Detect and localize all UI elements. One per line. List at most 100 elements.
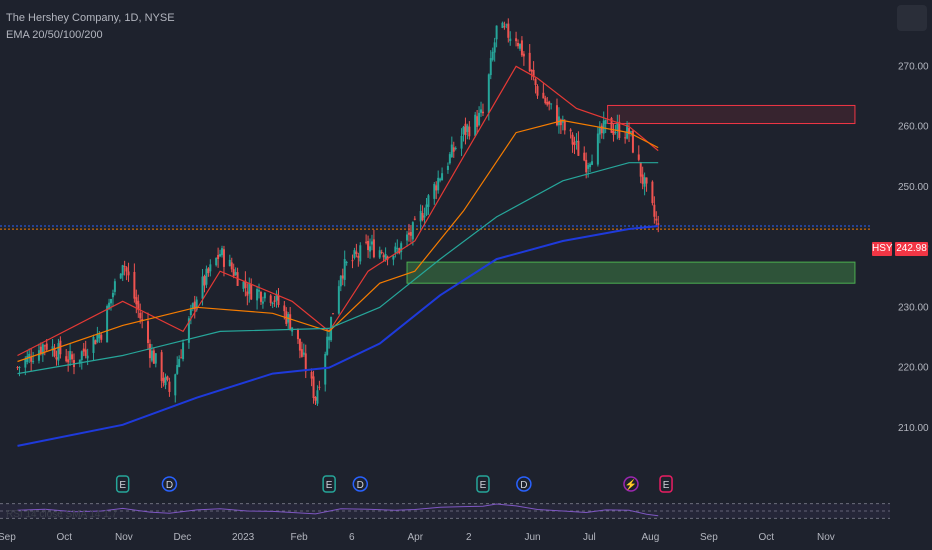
- time-tick-label: Nov: [817, 532, 835, 543]
- candle-body: [92, 336, 95, 353]
- candle-body: [493, 42, 496, 53]
- candle: [557, 107, 560, 134]
- candle: [182, 339, 185, 362]
- candles-layer: [16, 18, 660, 406]
- candle-body: [43, 345, 46, 347]
- candle-body: [651, 181, 654, 204]
- event-marker-label: E: [119, 480, 126, 491]
- candle: [569, 128, 572, 139]
- time-axis: Sep Oct Nov Dec 2023 Feb 6 Apr 2 Jun Jul Aug Sep Oct N…: [0, 532, 835, 543]
- candle-body: [641, 174, 644, 184]
- candle: [544, 95, 547, 105]
- candle-body: [166, 376, 169, 380]
- candle: [154, 352, 157, 368]
- candle: [433, 182, 436, 205]
- candle-body: [548, 101, 551, 105]
- candle: [283, 301, 286, 320]
- ema-line: [17, 225, 659, 447]
- candle-body: [600, 125, 603, 134]
- candle-body: [577, 140, 580, 156]
- candle-body: [480, 109, 483, 113]
- candle-body: [139, 312, 142, 319]
- candle-body: [503, 26, 506, 28]
- candle: [174, 373, 177, 403]
- event-marker-earnings: E: [115, 475, 130, 493]
- candle: [517, 39, 520, 49]
- candle: [380, 249, 383, 255]
- ema-line: [17, 162, 659, 375]
- candle-body: [378, 250, 381, 258]
- time-tick-label: Dec: [174, 532, 192, 543]
- candle: [135, 289, 138, 314]
- candle: [520, 36, 523, 58]
- candle: [450, 136, 453, 158]
- candle-body: [84, 349, 87, 356]
- candle: [468, 121, 471, 140]
- time-tick-label: Sep: [700, 532, 718, 543]
- candle-body: [462, 126, 465, 135]
- candle: [166, 375, 169, 382]
- candle-body: [557, 116, 560, 126]
- candle-body: [655, 218, 658, 221]
- candle: [271, 301, 274, 309]
- candle-body: [28, 353, 31, 359]
- candle: [209, 259, 212, 277]
- candle: [478, 106, 481, 127]
- chart-legend: The Hershey Company, 1D, NYSE EMA 20/50/…: [6, 10, 175, 44]
- candle-body: [464, 123, 467, 136]
- candle-body: [277, 295, 280, 305]
- candle: [351, 254, 354, 269]
- candle: [228, 254, 231, 267]
- candle-body: [411, 222, 414, 240]
- candle: [604, 119, 607, 134]
- candle-body: [468, 126, 471, 137]
- candle-body: [487, 74, 490, 113]
- candle: [82, 342, 85, 357]
- candle: [148, 339, 151, 368]
- candle: [217, 247, 220, 268]
- candle: [369, 238, 372, 259]
- candle: [250, 278, 253, 301]
- candle-body: [618, 121, 621, 138]
- candle-body: [57, 343, 60, 361]
- candle: [248, 277, 251, 303]
- candle-body: [67, 359, 70, 363]
- candle: [598, 121, 601, 144]
- candle-body: [82, 348, 85, 352]
- candle-body: [261, 301, 264, 304]
- candle-body: [515, 38, 518, 42]
- candle-body: [86, 355, 89, 359]
- candle-body: [195, 299, 198, 311]
- candle-body: [94, 340, 97, 345]
- event-marker-label: D: [520, 480, 527, 491]
- candle-body: [248, 282, 251, 294]
- candle: [427, 193, 430, 215]
- candle-body: [300, 349, 303, 357]
- price-tick-label: 260.00: [898, 122, 929, 133]
- candle: [639, 161, 642, 184]
- candle-body: [569, 129, 572, 132]
- event-marker-earnings: E: [322, 475, 336, 493]
- candle: [645, 177, 648, 192]
- candle-body: [234, 272, 237, 275]
- candle-body: [45, 343, 48, 350]
- event-marker-label: E: [663, 480, 670, 491]
- candle-body: [302, 352, 305, 355]
- candle-body: [123, 266, 126, 268]
- candle: [345, 260, 348, 266]
- candle-body: [51, 346, 54, 351]
- candle-body: [355, 251, 358, 255]
- candle: [337, 280, 340, 315]
- candle: [448, 152, 451, 165]
- candle: [583, 146, 586, 162]
- rsi-line: [17, 503, 659, 517]
- candle-body: [273, 300, 276, 302]
- candle-body: [189, 308, 192, 316]
- candle: [51, 338, 54, 357]
- earnings-marker: [476, 475, 490, 493]
- candle-body: [365, 241, 368, 243]
- candle: [312, 370, 315, 404]
- candle: [28, 348, 31, 364]
- candle-body: [119, 273, 122, 279]
